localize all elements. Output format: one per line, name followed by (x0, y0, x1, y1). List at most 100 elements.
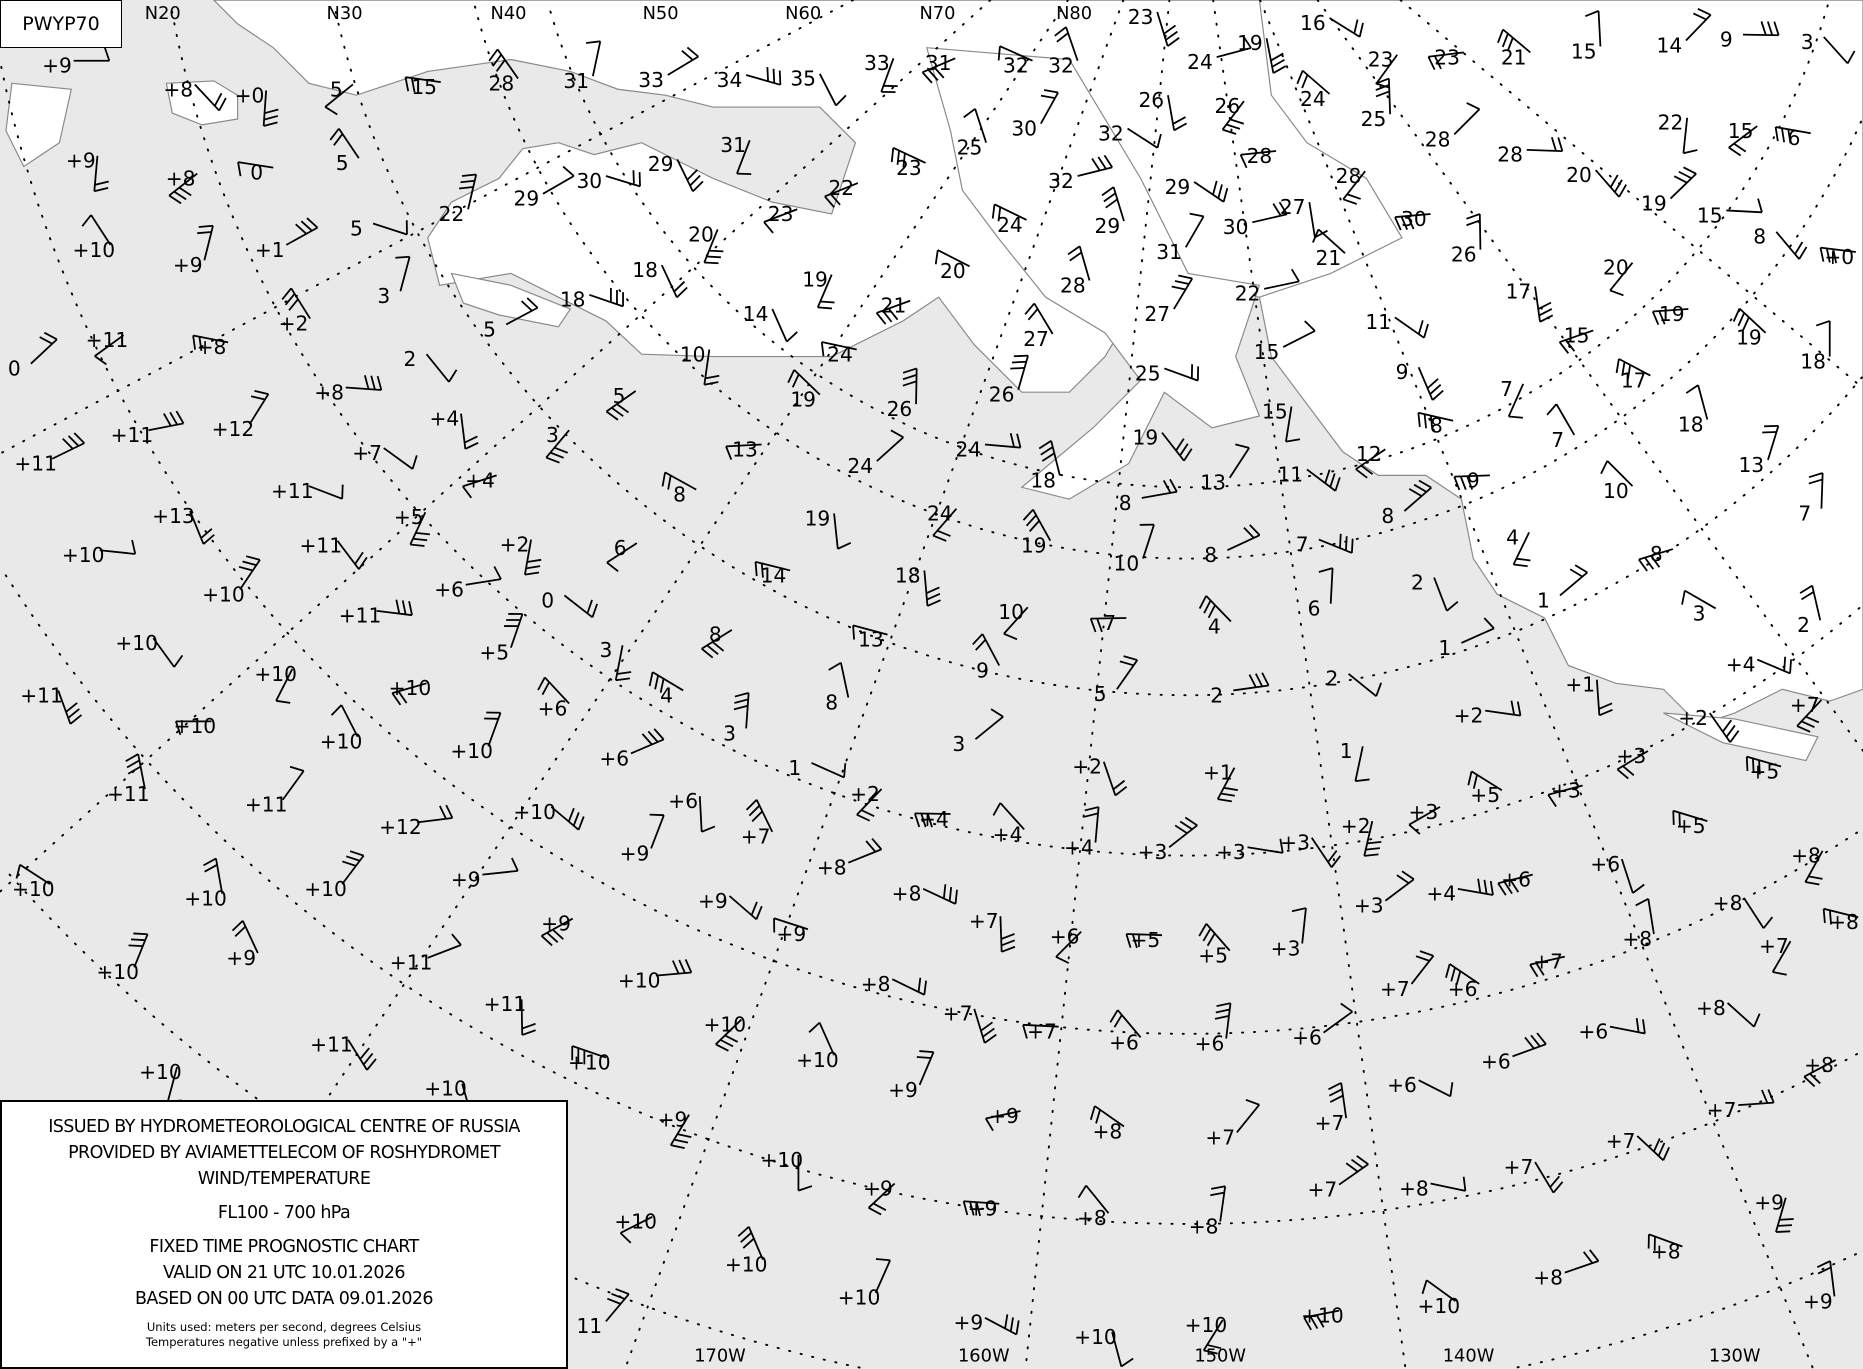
temperature-label: +10 (115, 631, 158, 655)
temperature-label: +4 (429, 406, 459, 430)
wind-barb (1775, 1197, 1794, 1233)
legend-product: WIND/TEMPERATURE (197, 1169, 371, 1189)
land-island-left2 (5, 82, 73, 168)
temperature-label: 8 (709, 623, 722, 647)
wind-barb (372, 220, 408, 236)
wind-barb (856, 788, 883, 822)
temperature-label: +2 (500, 532, 530, 556)
wind-barb (1111, 1331, 1134, 1368)
temperature-label: 23 (1368, 48, 1394, 72)
wind-barb (416, 804, 454, 824)
temperature-label: +7 (1759, 934, 1789, 958)
temperature-label: 4 (1506, 525, 1519, 549)
wind-barb (1127, 127, 1162, 149)
wind-barb (1040, 89, 1059, 125)
temperature-label: +1 (1565, 673, 1595, 697)
wind-barb (962, 1200, 1000, 1217)
wind-barb (1233, 672, 1270, 692)
temperature-label: +6 (1387, 1073, 1417, 1097)
temperature-label: 35 (790, 67, 816, 91)
wind-barb (409, 511, 430, 547)
wind-barb (1796, 699, 1823, 733)
wind-barb (1808, 472, 1824, 509)
wind-barb (341, 850, 365, 885)
temperature-label: +7 (1504, 1155, 1534, 1179)
wind-barb (248, 389, 270, 425)
temperature-label: 3 (1801, 30, 1814, 54)
wind-barb (1252, 201, 1288, 224)
wind-barb (347, 1039, 377, 1071)
temperature-label: +1 (1203, 761, 1233, 785)
temperature-label: +3 (1354, 894, 1384, 918)
temperature-label: 19 (1641, 191, 1667, 215)
temperature-label: 18 (1800, 349, 1826, 373)
temperature-label: +1 (255, 238, 285, 262)
wind-barb (194, 83, 227, 112)
temperature-label: 26 (1214, 94, 1240, 118)
temperature-label: +11 (86, 328, 129, 352)
wind-barb (505, 297, 539, 326)
temperature-label: +7 (1380, 977, 1410, 1001)
temperature-label: 29 (1165, 175, 1191, 199)
wind-barb (1616, 750, 1649, 780)
wind-barb (1239, 150, 1277, 169)
meridian (0, 0, 992, 893)
wind-barb (984, 432, 1022, 449)
wind-barb (754, 560, 791, 578)
wind-barb (152, 637, 184, 668)
temperature-label: +9 (888, 1078, 918, 1102)
legend-box: ISSUED BY HYDROMETEOROLOGICAL CENTRE OF … (0, 1100, 568, 1369)
wind-barb (285, 217, 319, 246)
temperature-label: 1 (1438, 636, 1451, 660)
temperature-label: +4 (1064, 835, 1094, 859)
wind-barb (997, 45, 1033, 62)
latitude-label: N50 (643, 3, 679, 24)
wind-barb (125, 753, 146, 790)
temperature-label: +4 (1726, 652, 1756, 676)
wind-barb (1164, 364, 1200, 382)
temperature-label: 2 (1210, 683, 1223, 707)
wind-barb (1799, 584, 1822, 621)
temperature-label: +3 (1216, 840, 1246, 864)
temperature-label: 7 (1296, 532, 1309, 556)
temperature-label: +7 (1308, 1178, 1338, 1202)
wind-barb (876, 429, 904, 462)
temperature-label: 12 (1356, 442, 1382, 466)
temperature-label: 28 (1336, 164, 1362, 188)
wind-barb (1363, 820, 1382, 857)
temperature-label: +7 (969, 909, 999, 933)
wind-barb (1184, 212, 1205, 248)
temperature-label: +5 (479, 641, 509, 665)
wind-barb (984, 1314, 1020, 1336)
temperature-label: 18 (1678, 412, 1704, 436)
longitude-label: 160W (958, 1346, 1010, 1367)
temperature-label: 11 (576, 1314, 602, 1338)
wind-barb (1216, 767, 1238, 803)
temperature-label: 30 (1011, 117, 1037, 141)
wind-barb (1167, 95, 1188, 132)
wind-barb (1815, 320, 1831, 357)
temperature-label: 6 (614, 536, 627, 560)
temperature-label: 19 (802, 267, 828, 291)
wind-barb (524, 539, 542, 576)
temperature-label: +10 (184, 886, 227, 910)
wind-barb (833, 513, 852, 550)
wind-barb (808, 1021, 835, 1056)
wind-barb (1161, 432, 1193, 462)
temperature-label: +7 (1606, 1129, 1636, 1153)
temperature-label: +13 (152, 504, 195, 528)
wind-barb (1116, 655, 1139, 690)
temperature-label: +4 (465, 468, 495, 492)
temperature-label: +4 (993, 822, 1023, 846)
temperature-label: 32 (1048, 54, 1074, 78)
meridian (1259, 0, 1815, 1369)
legend-based: BASED ON 00 UTC DATA 09.01.2026 (135, 1289, 434, 1309)
temperature-label: 15 (1564, 323, 1590, 347)
wind-barb (1306, 468, 1341, 492)
temperature-label: 6 (1788, 126, 1801, 150)
wind-barb (1216, 35, 1252, 59)
meridian (1316, 0, 1863, 752)
longitude-label: 170W (694, 1346, 746, 1367)
temperature-label: +11 (484, 992, 527, 1016)
wind-barb (1285, 406, 1301, 443)
